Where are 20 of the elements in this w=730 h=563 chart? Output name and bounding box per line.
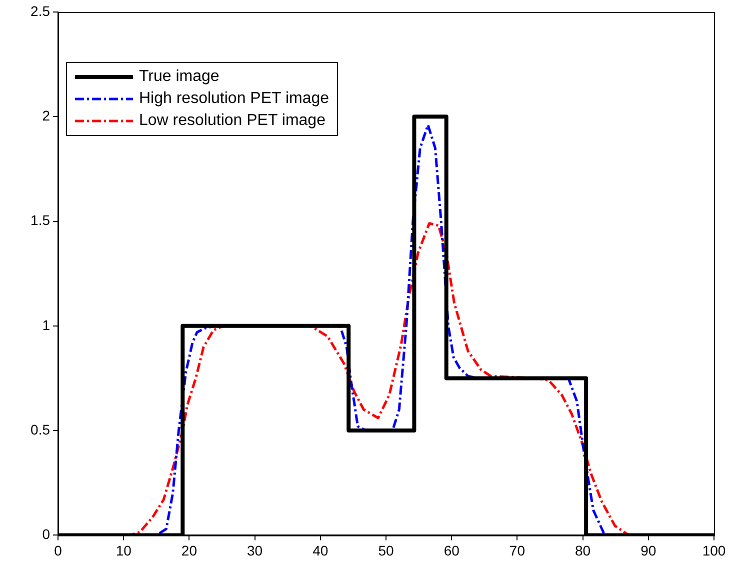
x-tick-label: 80: [575, 542, 591, 558]
x-tick-label: 60: [444, 542, 460, 558]
y-tick-label: 2.5: [30, 2, 50, 19]
x-tick-label: 40: [312, 542, 328, 558]
y-tick-label: 0.5: [30, 421, 50, 438]
x-tick-label: 20: [181, 542, 198, 558]
x-tick-label: 0: [54, 542, 62, 558]
y-tick-label: 0: [42, 526, 50, 542]
x-tick-label: 100: [702, 542, 726, 558]
y-tick-label: 1.5: [30, 212, 50, 228]
legend-label: Low resolution PET image: [139, 112, 326, 130]
x-tick-label: 90: [640, 542, 656, 558]
x-tick-label: 70: [509, 542, 526, 558]
y-tick-label: 1: [42, 316, 50, 333]
x-tick-label: 30: [247, 542, 263, 558]
legend-label: True image: [139, 68, 220, 86]
legend-label: High resolution PET image: [139, 90, 330, 108]
y-tick-label: 2: [42, 108, 50, 124]
x-tick-label: 50: [378, 542, 394, 558]
x-tick-label: 10: [116, 542, 132, 558]
